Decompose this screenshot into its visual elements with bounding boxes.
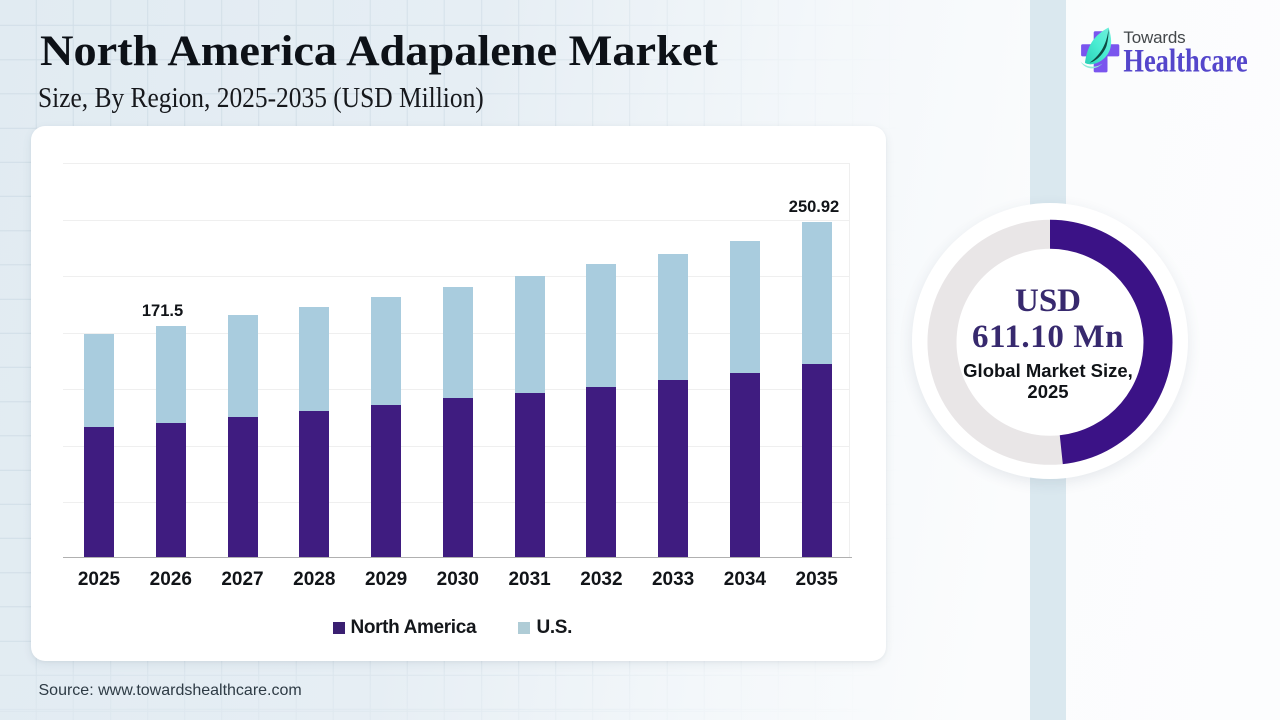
svg-text:Towards: Towards [1123, 28, 1185, 47]
svg-text:Healthcare: Healthcare [1123, 44, 1247, 77]
